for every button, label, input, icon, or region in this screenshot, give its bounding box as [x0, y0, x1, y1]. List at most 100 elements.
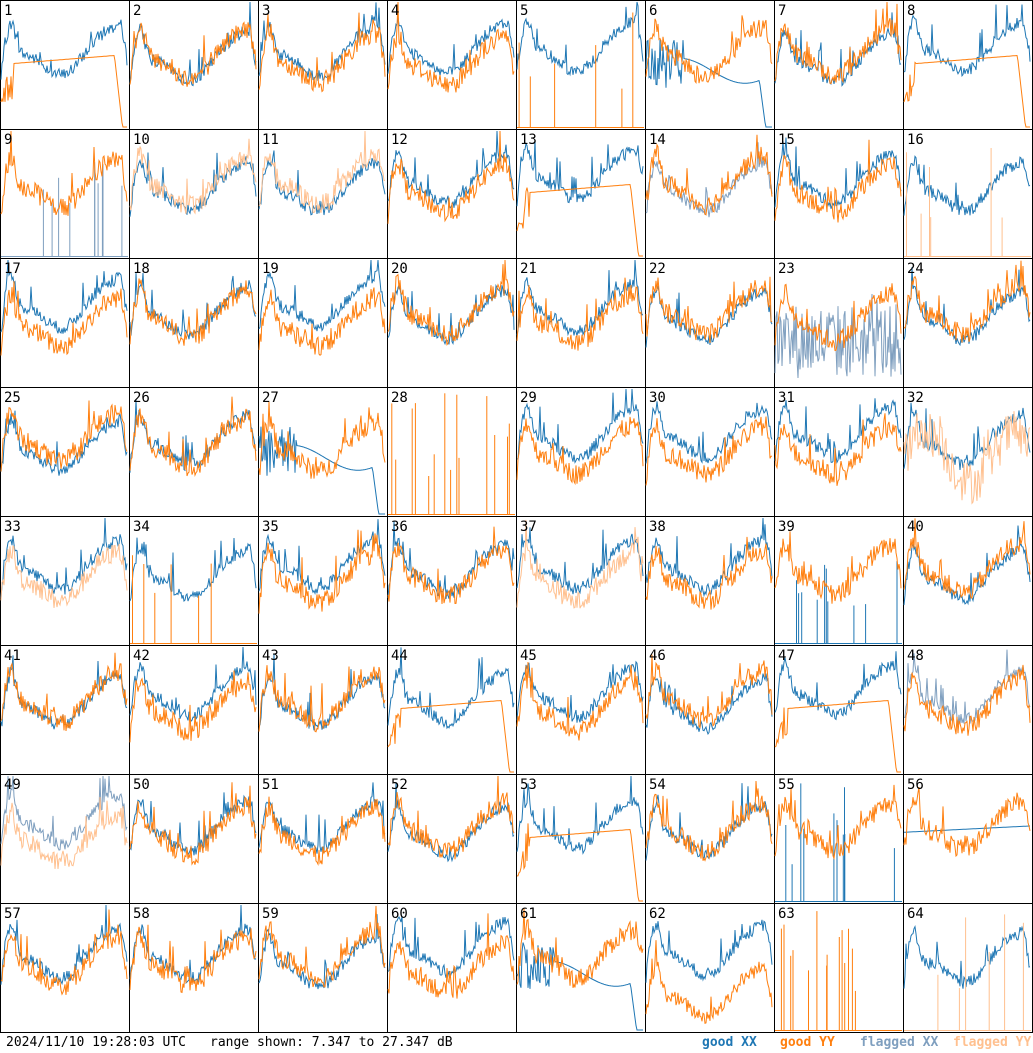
series-yy-36: [387, 526, 515, 605]
series-yy-33: [0, 543, 128, 608]
panel-label-39: 39: [778, 519, 795, 535]
footer: 2024/11/10 19:28:03 UTC range shown: 7.3…: [0, 1033, 1033, 1053]
panel-label-19: 19: [262, 261, 279, 277]
panel-label-42: 42: [133, 648, 150, 664]
panel-label-11: 11: [262, 132, 279, 148]
panel-label-17: 17: [4, 261, 21, 277]
series-yy-61: [516, 908, 644, 988]
panel-frame-53: [516, 774, 646, 904]
panel-label-51: 51: [262, 777, 279, 793]
panel-label-9: 9: [4, 132, 12, 148]
series-yy-4: [387, 1, 515, 93]
panel-35: 35: [258, 516, 388, 646]
series-xx-49: [0, 775, 128, 851]
panel-label-21: 21: [520, 261, 537, 277]
panel-frame-20: [387, 258, 517, 388]
panel-43: 43: [258, 645, 388, 775]
panel-frame-56: [903, 774, 1033, 904]
panel-frame-16: [903, 129, 1033, 259]
panel-8: 8: [903, 0, 1033, 130]
series-yy-24: [903, 260, 1031, 343]
panel-frame-10: [129, 129, 259, 259]
series-yy-56: [903, 787, 1031, 858]
series-yy-10: [129, 138, 257, 215]
panel-51: 51: [258, 774, 388, 904]
series-yy-49: [0, 796, 128, 870]
panel-label-57: 57: [4, 906, 21, 922]
panel-frame-32: [903, 387, 1033, 517]
panel-58: 58: [129, 903, 259, 1033]
panel-52: 52: [387, 774, 517, 904]
series-yy-3: [258, 12, 386, 93]
series-xx-62: [645, 919, 773, 983]
panel-frame-35: [258, 516, 388, 646]
series-xx-33: [0, 517, 128, 598]
series-yy-15: [774, 139, 902, 223]
series-xx-40: [903, 525, 1031, 606]
legend-good-xx: good XX: [702, 1035, 757, 1050]
panel-label-64: 64: [907, 906, 924, 922]
panel-label-38: 38: [649, 519, 666, 535]
series-yy-8: [903, 54, 1030, 128]
panel-frame-13: [516, 129, 646, 259]
panel-frame-57: [0, 903, 130, 1033]
series-xx-34: [129, 537, 257, 602]
panel-36: 36: [387, 516, 517, 646]
series-xx-42: [129, 646, 257, 723]
series-xx-1: [0, 19, 128, 80]
panel-label-13: 13: [520, 132, 537, 148]
panel-50: 50: [129, 774, 259, 904]
series-yy-1: [0, 54, 127, 128]
panel-label-10: 10: [133, 132, 150, 148]
panel-32: 32: [903, 387, 1033, 517]
panel-16: 16: [903, 129, 1033, 259]
panel-label-34: 34: [133, 519, 150, 535]
panel-60: 60: [387, 903, 517, 1033]
series-yy-55: [774, 784, 902, 861]
series-yy-19: [258, 287, 386, 356]
panel-41: 41: [0, 645, 130, 775]
panel-frame-3: [258, 0, 388, 130]
panel-54: 54: [645, 774, 775, 904]
panel-frame-15: [774, 129, 904, 259]
panel-frame-36: [387, 516, 517, 646]
panel-label-45: 45: [520, 648, 537, 664]
panel-11: 11: [258, 129, 388, 259]
panel-frame-37: [516, 516, 646, 646]
panel-5: 5: [516, 0, 646, 130]
series-yy-37: [516, 519, 644, 609]
panel-frame-5: [516, 0, 646, 130]
panel-label-52: 52: [391, 777, 408, 793]
panel-frame-9: [0, 129, 130, 259]
panel-label-36: 36: [391, 519, 408, 535]
panel-6: 6: [645, 0, 775, 130]
panel-label-18: 18: [133, 261, 150, 277]
panel-26: 26: [129, 387, 259, 517]
legend-flagged-yy: flagged YY: [953, 1035, 1032, 1050]
panel-frame-2: [129, 0, 259, 130]
panel-39: 39: [774, 516, 904, 646]
panel-1: 1: [0, 0, 130, 130]
series-xx-52: [387, 782, 515, 863]
series-xx-2: [129, 1, 257, 87]
panel-31: 31: [774, 387, 904, 517]
panel-frame-12: [387, 129, 517, 259]
series-yy-50: [129, 782, 257, 866]
panel-label-26: 26: [133, 390, 150, 406]
series-yy-53: [516, 823, 643, 902]
panel-label-16: 16: [907, 132, 924, 148]
series-xx-5: [516, 1, 644, 77]
panel-frame-14: [645, 129, 775, 259]
panel-frame-8: [903, 0, 1033, 130]
series-yy-41: [0, 652, 128, 732]
panel-45: 45: [516, 645, 646, 775]
panel-label-8: 8: [907, 3, 915, 19]
series-xx-23: [774, 293, 902, 379]
panel-33: 33: [0, 516, 130, 646]
panel-label-41: 41: [4, 648, 21, 664]
panel-label-43: 43: [262, 648, 279, 664]
panel-17: 17: [0, 258, 130, 388]
series-yy-35: [258, 529, 386, 614]
series-xx-47: [774, 651, 902, 721]
